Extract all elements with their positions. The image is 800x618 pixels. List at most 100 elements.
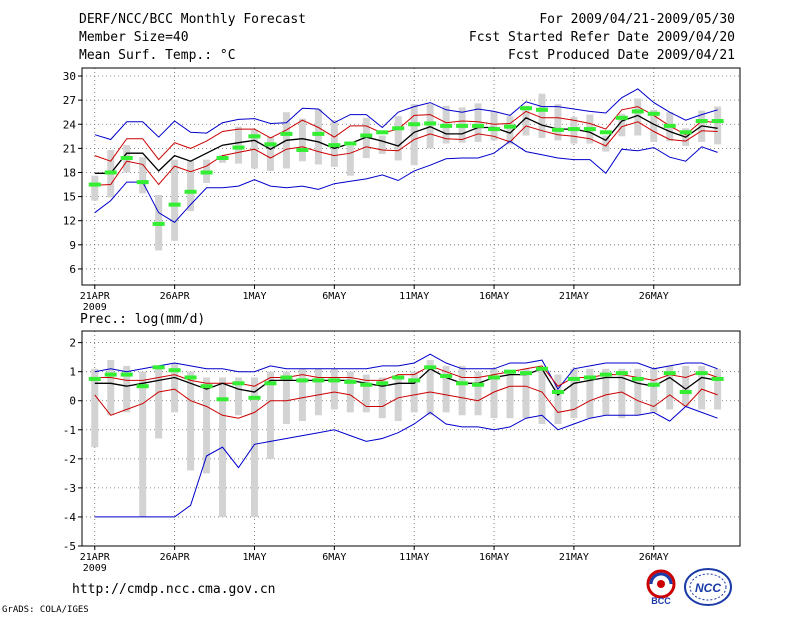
prec-observed-marker	[344, 379, 357, 384]
precipitation-panel: 21APR 26APR 1MAY 6MAY 11MAY 16MAY 21MAY 26MAY20…	[63, 312, 741, 574]
prec-observed-marker	[104, 372, 117, 377]
temp-ytick-label: 12	[63, 215, 76, 228]
temp-observed-marker	[104, 170, 117, 175]
temp-observed-marker	[200, 170, 213, 175]
temp-observed-marker	[711, 119, 724, 124]
footer-credit: GrADS: COLA/IGES	[2, 605, 89, 615]
temp-observed-marker	[504, 124, 517, 129]
temp-observed-marker	[360, 133, 373, 138]
prec-observed-marker	[504, 369, 517, 374]
temp-xtick-label: 6MAY	[322, 291, 346, 302]
prec-observed-marker	[583, 375, 596, 380]
prec-ytick-label: -3	[63, 482, 76, 495]
temp-ensemble-box	[506, 116, 514, 145]
prec-xtick-label: 6MAY	[322, 552, 346, 563]
temp-ensemble-box	[410, 104, 418, 166]
prec-xtick-label: 21MAY	[559, 552, 589, 563]
prec-ensemble-box	[538, 368, 546, 424]
prec-observed-marker	[519, 371, 532, 376]
temp-observed-marker	[663, 123, 676, 128]
prec-observed-marker	[392, 375, 405, 380]
prec-observed-marker	[408, 378, 421, 383]
prec-observed-marker	[711, 376, 724, 381]
header-variable: Mean Surf. Temp.: °C	[79, 48, 236, 63]
temp-line-mean	[94, 114, 718, 174]
prec-ensemble-box	[410, 371, 418, 413]
prec-ensemble-box	[682, 365, 690, 407]
header-member-size: Member Size=40	[79, 30, 189, 45]
prec-ensemble-box	[522, 368, 530, 419]
prec-ensemble-box	[203, 377, 211, 474]
temp-ensemble-box	[314, 108, 322, 165]
temp-observed-marker	[392, 126, 405, 131]
prec-ensemble-box	[330, 368, 338, 410]
prec-observed-marker	[599, 372, 612, 377]
prec-observed-marker	[472, 382, 485, 387]
temp-xtick-label: 1MAY	[242, 291, 266, 302]
temp-line-max	[94, 88, 718, 141]
bcc-logo-text: BCC	[651, 596, 671, 606]
temp-observed-marker	[328, 143, 341, 148]
prec-line-mean	[94, 368, 718, 396]
temp-observed-marker	[456, 123, 469, 128]
temp-observed-marker	[376, 130, 389, 135]
prec-ensemble-box	[314, 368, 322, 416]
temp-ytick-label: 15	[63, 191, 76, 204]
prec-ensemble-box	[123, 365, 131, 413]
prec-observed-marker	[216, 397, 229, 402]
ncc-logo: NCC	[684, 568, 732, 606]
prec-observed-marker	[440, 374, 453, 379]
temp-observed-marker	[120, 156, 133, 161]
prec-ensemble-box	[570, 368, 578, 419]
temp-ensemble-box	[538, 93, 546, 138]
prec-ensemble-box	[458, 365, 466, 416]
temp-ensemble-box	[522, 105, 530, 136]
prec-ensemble-box	[235, 377, 243, 416]
temp-ytick-label: 30	[63, 70, 76, 83]
prec-observed-marker	[488, 375, 501, 380]
prec-ensemble-box	[187, 371, 195, 471]
prec-ytick-label: 0	[69, 395, 76, 408]
temp-frame	[81, 67, 741, 286]
temp-observed-marker	[248, 134, 261, 139]
prec-observed-marker	[120, 372, 133, 377]
prec-observed-marker	[328, 378, 341, 383]
prec-ensemble-box	[298, 368, 306, 422]
prec-observed-marker	[376, 381, 389, 386]
prec-year-label: 2009	[83, 563, 107, 574]
temperature-panel: 21APR 26APR 1MAY 6MAY 11MAY 16MAY 21MAY 26MAY 20…	[63, 67, 741, 313]
prec-ensemble-box	[442, 365, 450, 413]
temp-ensemble-box	[618, 113, 626, 137]
temp-ensemble-box	[346, 145, 354, 176]
prec-xtick-label: 21APR	[80, 552, 111, 563]
temp-xtick-label: 21APR	[80, 291, 111, 302]
prec-observed-marker	[567, 376, 580, 381]
prec-ensemble-box	[698, 365, 706, 410]
prec-ytick-label: -1	[63, 424, 76, 437]
prec-observed-marker	[631, 376, 644, 381]
prec-ensemble-box	[634, 368, 642, 416]
prec-ensemble-box	[107, 360, 115, 416]
prec-ensemble-box	[714, 368, 722, 410]
temp-line-min	[94, 140, 718, 223]
temp-observed-marker	[264, 142, 277, 147]
temp-observed-marker	[168, 202, 181, 207]
prec-observed-marker	[88, 376, 101, 381]
prec-observed-marker	[248, 395, 261, 400]
temp-observed-marker	[583, 127, 596, 132]
prec-ytick-label: -2	[63, 453, 76, 466]
temp-observed-marker	[152, 221, 165, 226]
temp-ensemble-box	[139, 157, 147, 194]
footer-url[interactable]: http://cmdp.ncc.cma.gov.cn	[72, 582, 276, 597]
temp-observed-marker	[296, 147, 309, 152]
prec-ensemble-box	[474, 371, 482, 416]
prec-ensemble-box	[266, 371, 274, 459]
temp-ensemble-box	[394, 116, 402, 161]
prec-ensemble-box	[155, 368, 163, 439]
temp-observed-marker	[551, 127, 564, 132]
prec-observed-marker	[535, 366, 548, 371]
prec-ensemble-box	[362, 374, 370, 413]
temp-ytick-label: 9	[69, 239, 76, 252]
prec-observed-marker	[200, 384, 213, 389]
temp-observed-marker	[535, 107, 548, 112]
